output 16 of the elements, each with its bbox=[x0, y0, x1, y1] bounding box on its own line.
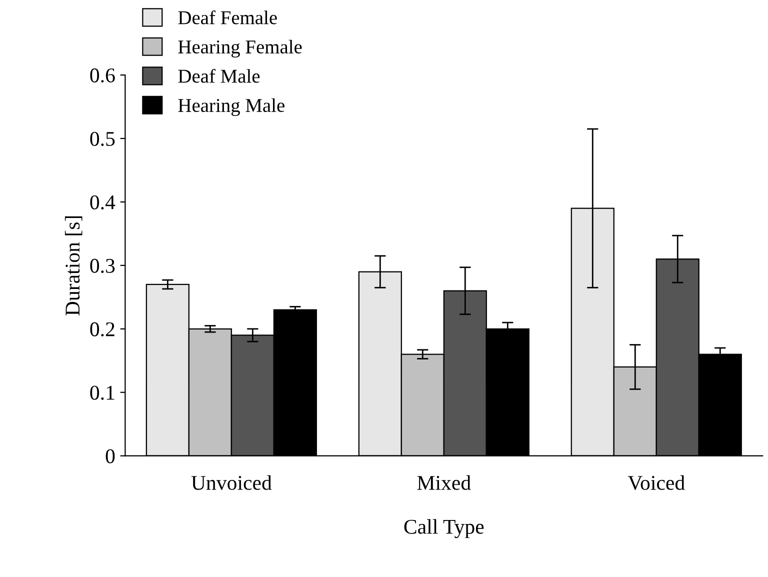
x-tick-label: Mixed bbox=[417, 475, 471, 490]
y-tick-label: 0 bbox=[106, 449, 115, 464]
y-tick-label: 0.1 bbox=[90, 386, 114, 400]
x-axis-title: Call Type bbox=[404, 519, 484, 538]
y-tick-label: 0.6 bbox=[90, 68, 115, 83]
legend-label: Hearing Female bbox=[178, 40, 302, 58]
legend-label: Deaf Male bbox=[178, 68, 260, 83]
legend-label: Deaf Female bbox=[178, 10, 277, 24]
y-tick-label: 0.3 bbox=[90, 258, 115, 273]
y-tick-label: 0.2 bbox=[90, 322, 114, 336]
x-tick-label: Voiced bbox=[628, 475, 685, 490]
legend-label: Hearing Male bbox=[178, 98, 284, 116]
y-axis-title: Duration [s] bbox=[64, 216, 82, 316]
y-tick-label: 0.4 bbox=[90, 195, 116, 210]
x-tick-label: Unvoiced bbox=[191, 475, 272, 490]
y-tick-label: 0.5 bbox=[90, 132, 115, 146]
